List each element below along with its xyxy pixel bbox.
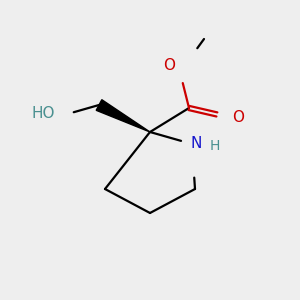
Text: O: O xyxy=(164,58,175,74)
Polygon shape xyxy=(96,100,150,132)
Text: HO: HO xyxy=(32,106,55,122)
Text: N: N xyxy=(191,136,202,152)
Text: H: H xyxy=(209,139,220,152)
Text: O: O xyxy=(232,110,244,124)
